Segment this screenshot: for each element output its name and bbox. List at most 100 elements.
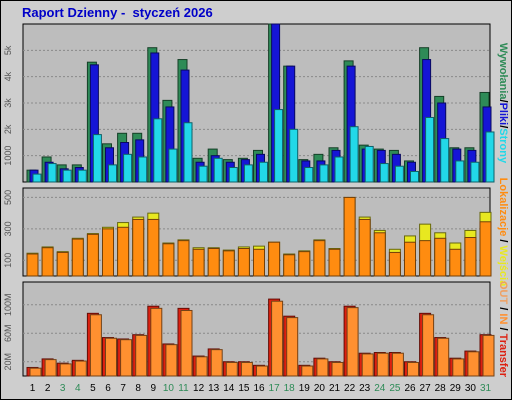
bar-lokalizacje-day-19 xyxy=(298,251,311,277)
x-tick-label-day-17: 17 xyxy=(269,383,281,394)
legend-entry: / xyxy=(497,304,509,313)
y-tick-label: 20M xyxy=(3,353,13,371)
bar-strony-day-7 xyxy=(123,153,133,183)
x-tick-label-day-4: 4 xyxy=(75,383,81,394)
bar-strony-day-5 xyxy=(92,134,102,183)
bar-strony-day-18 xyxy=(289,128,299,183)
bar-lokalizacje-day-3 xyxy=(56,251,69,277)
legend-entry: / xyxy=(497,324,509,333)
legend-entry: Wywołania xyxy=(497,43,509,101)
legend-entry: Lokalizacje xyxy=(497,178,509,237)
chart-title: Raport Dzienny - styczeń 2026 xyxy=(22,5,213,20)
x-tick-label-day-28: 28 xyxy=(435,383,447,394)
bar-lokalizacje-day-18 xyxy=(283,254,296,277)
x-tick-label-day-15: 15 xyxy=(238,383,250,394)
x-tick-label-day-21: 21 xyxy=(329,383,341,394)
x-tick-label-day-6: 6 xyxy=(105,383,111,394)
bar-in-day-21 xyxy=(331,361,344,377)
bar-strony-day-12 xyxy=(198,165,208,183)
bar-strony-day-21 xyxy=(334,156,344,183)
bar-in-day-11 xyxy=(180,309,193,377)
legend-entry: / xyxy=(497,125,509,128)
x-tick-label-day-29: 29 xyxy=(450,383,462,394)
legend-entry: Transfer xyxy=(497,334,509,378)
bar-in-day-9 xyxy=(150,307,163,377)
y-tick-label: 100 xyxy=(3,253,13,268)
bar-in-day-5 xyxy=(89,314,102,377)
bar-lokalizacje-day-30 xyxy=(464,237,477,277)
bar-in-day-7 xyxy=(120,339,133,377)
bar-in-day-15 xyxy=(240,361,253,377)
bar-strony-day-23 xyxy=(364,145,374,183)
legend-entry: Strony xyxy=(497,128,509,164)
bar-lokalizacje-day-31 xyxy=(479,221,492,277)
x-tick-label-day-3: 3 xyxy=(60,383,66,394)
x-tick-label-day-27: 27 xyxy=(420,383,432,394)
x-tick-label-day-13: 13 xyxy=(208,383,220,394)
bar-lokalizacje-day-26 xyxy=(404,241,416,277)
y-tick-label: 3k xyxy=(3,98,13,108)
x-tick-label-day-18: 18 xyxy=(284,383,296,394)
bar-lokalizacje-day-28 xyxy=(434,237,447,277)
bar-in-day-18 xyxy=(286,317,299,377)
bar-strony-day-9 xyxy=(153,118,163,183)
bar-strony-day-19 xyxy=(304,167,314,183)
x-tick-label-day-30: 30 xyxy=(465,383,477,394)
x-tick-label-day-23: 23 xyxy=(359,383,371,394)
bar-strony-day-27 xyxy=(425,116,435,183)
bar-lokalizacje-day-25 xyxy=(388,251,401,277)
bar-strony-day-28 xyxy=(440,138,450,183)
bar-strony-day-3 xyxy=(62,169,72,183)
x-tick-label-day-5: 5 xyxy=(90,383,96,394)
x-tick-label-day-20: 20 xyxy=(314,383,326,394)
bar-lokalizacje-day-5 xyxy=(86,233,99,277)
x-tick-label-day-31: 31 xyxy=(480,383,492,394)
bar-lokalizacje-day-1 xyxy=(26,253,39,277)
bar-in-day-31 xyxy=(482,334,495,377)
bar-strony-day-4 xyxy=(77,169,87,183)
bar-strony-day-14 xyxy=(228,167,238,183)
bar-strony-day-20 xyxy=(319,164,329,183)
bar-in-day-20 xyxy=(316,358,329,377)
x-tick-label-day-2: 2 xyxy=(45,383,51,394)
bar-strony-day-13 xyxy=(213,157,223,183)
legend-middle: Lokalizacje / Wejścia xyxy=(497,178,509,288)
bar-strony-day-2 xyxy=(47,163,57,183)
x-tick-label-day-16: 16 xyxy=(253,383,265,394)
bar-lokalizacje-day-15 xyxy=(237,248,250,277)
bar-in-day-22 xyxy=(346,307,359,377)
bar-lokalizacje-day-4 xyxy=(71,238,84,277)
bar-lokalizacje-day-17 xyxy=(268,241,281,277)
bar-lokalizacje-day-29 xyxy=(449,248,462,277)
legend-entry: Wejścia xyxy=(497,246,509,288)
bar-lokalizacje-day-21 xyxy=(328,248,341,277)
bar-in-day-2 xyxy=(44,359,57,377)
x-tick-label-day-10: 10 xyxy=(163,383,175,394)
legend-entry: Pliki xyxy=(497,103,509,126)
bar-in-day-24 xyxy=(376,352,389,377)
bar-strony-day-31 xyxy=(485,131,495,183)
bar-lokalizacje-day-24 xyxy=(373,232,386,277)
x-tick-label-day-8: 8 xyxy=(135,383,141,394)
bar-in-day-3 xyxy=(59,363,72,377)
x-tick-label-day-24: 24 xyxy=(374,383,386,394)
bar-lokalizacje-day-22 xyxy=(343,196,356,277)
x-tick-label-day-26: 26 xyxy=(404,383,416,394)
y-tick-label: 1000 xyxy=(3,146,13,166)
bar-in-day-28 xyxy=(437,337,450,377)
bar-strony-day-15 xyxy=(243,164,253,183)
bar-strony-day-26 xyxy=(410,170,419,183)
bar-in-day-29 xyxy=(452,358,465,377)
bar-lokalizacje-day-10 xyxy=(162,243,175,277)
legend-entry: / xyxy=(497,236,509,245)
bar-lokalizacje-day-13 xyxy=(207,248,220,277)
bar-in-day-19 xyxy=(301,365,314,377)
bar-in-day-17 xyxy=(271,300,284,377)
bar-lokalizacje-day-8 xyxy=(132,218,145,277)
legend-upper: Wywołania/Pliki/Strony xyxy=(497,43,509,164)
y-tick-label: 300 xyxy=(3,221,13,236)
x-tick-label-day-19: 19 xyxy=(299,383,311,394)
x-tick-label-day-7: 7 xyxy=(120,383,126,394)
bar-in-day-26 xyxy=(407,361,419,377)
bar-in-day-8 xyxy=(135,334,148,377)
